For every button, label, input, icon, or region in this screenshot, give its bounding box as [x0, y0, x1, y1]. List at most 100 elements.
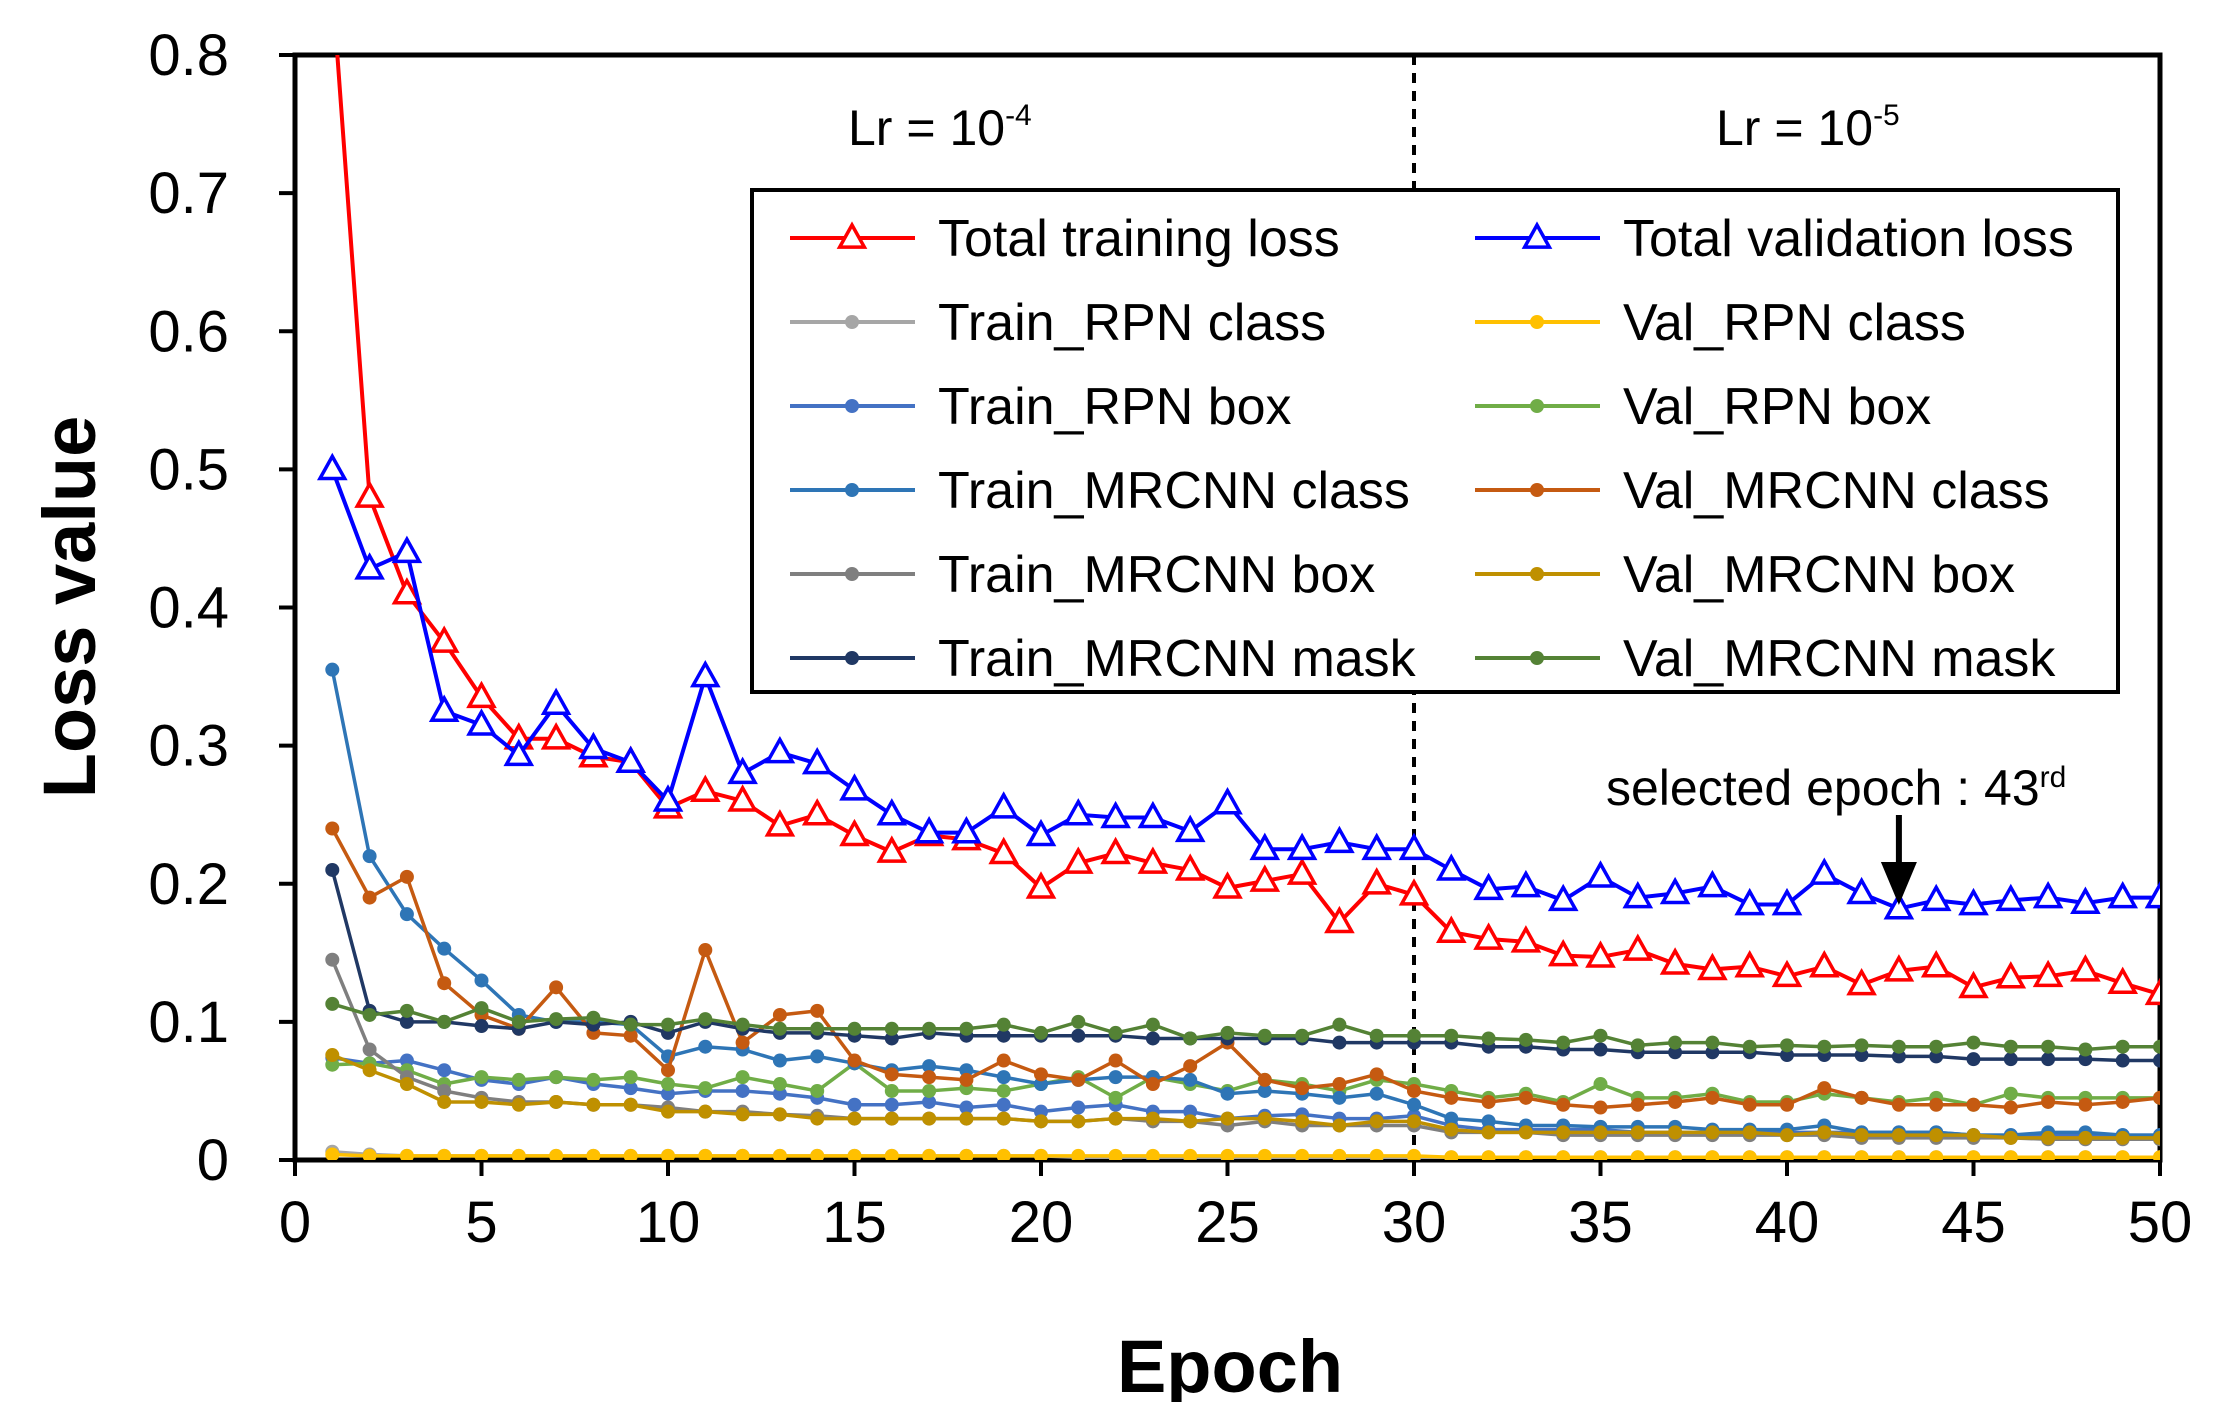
- data-point: [959, 1148, 974, 1160]
- data-point: [1137, 846, 1169, 874]
- data-point: [1174, 853, 1206, 881]
- data-point: [1854, 1128, 1869, 1143]
- data-point: [1929, 1150, 1944, 1160]
- data-point: [1183, 1114, 1198, 1129]
- data-point: [437, 976, 452, 991]
- data-point: [661, 1104, 675, 1119]
- data-point: [1966, 1128, 1981, 1143]
- data-point: [1808, 950, 1840, 978]
- data-point: [661, 1063, 675, 1078]
- data-point: [922, 1094, 937, 1109]
- x-tick-label: 25: [1195, 1190, 1260, 1255]
- legend-swatch-marker: [1530, 483, 1544, 497]
- series-line: [331, 1002, 2160, 1052]
- data-point: [1780, 1150, 1794, 1160]
- data-point: [1183, 1104, 1198, 1119]
- data-point: [922, 1021, 937, 1036]
- data-point: [2041, 1150, 2056, 1160]
- data-point: [996, 1017, 1011, 1032]
- y-tick-label: 0.5: [148, 437, 229, 502]
- data-point: [996, 1083, 1011, 1098]
- data-point: [1705, 1150, 1720, 1160]
- data-point: [2144, 880, 2160, 909]
- data-point: [652, 784, 684, 812]
- data-point: [735, 1107, 750, 1122]
- data-point: [1249, 832, 1281, 861]
- data-point: [1742, 1150, 1757, 1160]
- data-point: [1212, 787, 1243, 815]
- data-point: [1883, 954, 1915, 982]
- data-point: [1622, 880, 1654, 909]
- legend: Total training loss Total validation loss…: [750, 188, 2120, 694]
- data-point: [1556, 1035, 1571, 1050]
- data-point: [1547, 938, 1579, 967]
- data-point: [876, 835, 908, 863]
- data-point: [316, 452, 348, 481]
- data-point: [1137, 800, 1169, 829]
- data-point: [1929, 1049, 1944, 1064]
- legend-label: Val_RPN box: [1623, 378, 1931, 436]
- data-point: [354, 480, 385, 508]
- data-point: [1145, 1111, 1160, 1126]
- y-axis-title: Loss value: [28, 416, 111, 799]
- y-tick-label: 0.6: [148, 299, 229, 364]
- data-point: [1034, 1104, 1048, 1119]
- legend-label: Val_MRCNN mask: [1623, 630, 2056, 688]
- data-point: [884, 1111, 899, 1126]
- data-point: [2003, 1086, 2018, 1101]
- series-line: [330, 959, 2160, 1142]
- data-point: [1742, 1097, 1757, 1112]
- x-tick-label: 5: [465, 1190, 497, 1255]
- x-tick-label: 30: [1382, 1190, 1447, 1255]
- data-point: [1212, 871, 1243, 899]
- data-point: [1071, 1072, 1086, 1087]
- data-point: [1332, 1077, 1347, 1092]
- data-point: [884, 1021, 899, 1036]
- data-point: [1183, 1031, 1198, 1046]
- data-point: [1100, 800, 1131, 829]
- data-point: [399, 869, 414, 884]
- data-point: [549, 1012, 564, 1027]
- data-point: [586, 1148, 601, 1160]
- data-point: [772, 1148, 787, 1160]
- data-point: [1958, 970, 1989, 999]
- data-point: [1622, 933, 1654, 961]
- data-point: [1062, 798, 1094, 826]
- data-point: [540, 687, 572, 716]
- legend-entries: Total training loss Total validation loss…: [790, 210, 2074, 688]
- data-point: [2041, 1052, 2056, 1067]
- legend-label: Total training loss: [938, 210, 1340, 268]
- data-point: [474, 1070, 489, 1085]
- data-point: [727, 784, 758, 812]
- data-point: [922, 1070, 937, 1085]
- data-point: [1025, 871, 1057, 899]
- data-point: [1324, 825, 1355, 854]
- data-point: [1556, 1125, 1571, 1140]
- selected-epoch-text: selected epoch : 43: [1606, 760, 2040, 816]
- data-point: [2153, 1053, 2160, 1068]
- x-tick-label: 35: [1568, 1190, 1633, 1255]
- data-point: [1108, 1025, 1123, 1040]
- data-point: [1705, 1125, 1720, 1140]
- data-point: [437, 1083, 452, 1098]
- data-point: [764, 809, 796, 837]
- data-point: [1332, 1090, 1347, 1105]
- data-point: [847, 1097, 862, 1112]
- selected-epoch-sup: rd: [2040, 761, 2067, 794]
- data-point: [1481, 1031, 1496, 1046]
- data-point: [1369, 1148, 1384, 1160]
- legend-swatch-marker: [1530, 567, 1544, 581]
- data-point: [1034, 1025, 1048, 1040]
- data-point: [959, 1063, 974, 1078]
- data-point: [698, 1012, 713, 1027]
- data-point: [549, 1148, 564, 1160]
- data-point: [1034, 1067, 1048, 1082]
- data-point: [1257, 1083, 1272, 1098]
- data-point: [540, 722, 572, 750]
- data-point: [735, 1070, 750, 1085]
- data-point: [354, 552, 385, 580]
- data-point: [951, 816, 982, 844]
- legend-entry-val-mrcnn-class: Val_MRCNN class: [1475, 462, 2050, 520]
- data-point: [2070, 886, 2101, 914]
- lr1-exp: -4: [1005, 99, 1032, 132]
